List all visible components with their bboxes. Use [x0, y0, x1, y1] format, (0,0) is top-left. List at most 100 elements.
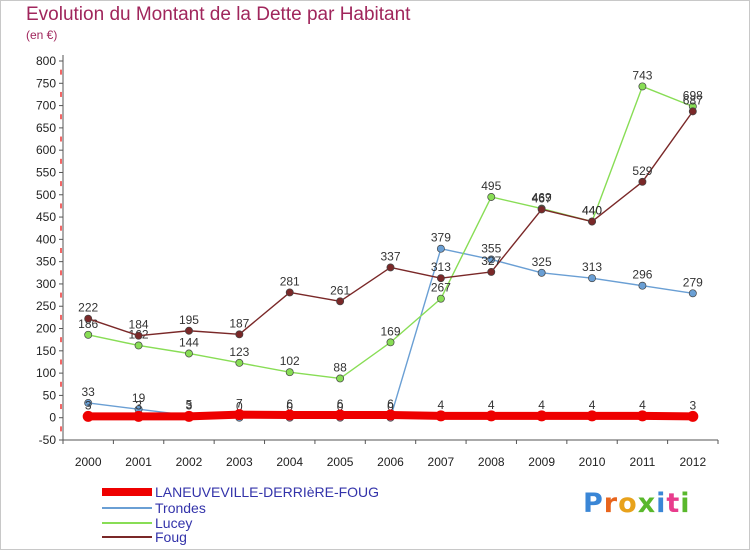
data-point [485, 410, 497, 422]
data-point [487, 255, 496, 264]
y-tick-label: 600 [36, 143, 56, 157]
y-tick-label: 700 [36, 99, 56, 113]
data-label: 743 [632, 68, 652, 82]
logo-letter: t [666, 488, 681, 519]
data-point [487, 193, 496, 201]
data-label: 144 [179, 335, 199, 349]
data-label: 6 [337, 397, 344, 411]
series-line [87, 110, 694, 337]
data-point [82, 410, 94, 422]
data-point [636, 410, 648, 422]
data-point [285, 288, 294, 297]
data-point [687, 410, 699, 422]
data-label: 5 [186, 397, 193, 411]
data-label: 3 [135, 398, 142, 412]
x-tick-label: 2004 [276, 455, 303, 469]
y-tick-label: 800 [36, 54, 56, 68]
data-point [235, 330, 244, 339]
data-point [235, 358, 244, 367]
x-tick-label: 2002 [176, 455, 203, 469]
series-laneuveville-derri-re-foug: 3 3 3 7 6 6 6 4 4 4 4 4 3 [82, 397, 699, 422]
data-label: 529 [632, 164, 652, 178]
data-point [134, 341, 143, 350]
x-tick-label: 2001 [125, 455, 152, 469]
data-label: 267 [431, 281, 451, 295]
logo-letter: i [656, 488, 667, 519]
y-tick-label: 300 [36, 277, 56, 291]
data-label: 313 [582, 260, 602, 274]
data-point [336, 297, 345, 306]
legend-label: LANEUVEVILLE-DERRIèRE-FOUG [155, 484, 379, 500]
data-label: 33 [82, 385, 96, 399]
data-label: 325 [532, 255, 552, 269]
y-tick-label: 0 [49, 411, 56, 425]
data-label: 296 [632, 268, 652, 282]
data-label: 4 [639, 398, 646, 412]
data-point [588, 274, 596, 283]
data-point [537, 268, 546, 277]
data-label: 0 [286, 400, 293, 414]
data-label: 261 [330, 283, 350, 297]
chart-unit-label: (en €) [26, 28, 58, 42]
chart-legend: LANEUVEVILLE-DERRIèRE-FOUGTrondesLuceyFo… [102, 484, 379, 545]
data-label: 4 [488, 398, 495, 412]
data-point [233, 409, 245, 421]
data-point [84, 330, 93, 339]
data-label: 0 [337, 400, 344, 414]
x-tick-label: 2008 [478, 455, 505, 469]
data-label: 4 [438, 398, 445, 412]
y-tick-label: 350 [36, 255, 56, 269]
data-label: 123 [229, 345, 249, 359]
data-point [386, 338, 395, 347]
data-label: 4 [538, 398, 545, 412]
data-point [285, 368, 294, 377]
y-tick-label: 400 [36, 232, 56, 246]
data-point [588, 217, 596, 226]
logo-letter: i [680, 488, 691, 519]
data-point [134, 331, 143, 340]
x-tick-label: 2007 [428, 455, 455, 469]
logo-letter: P [583, 488, 604, 519]
data-label: 0 [387, 400, 394, 414]
data-point [185, 326, 193, 335]
series-lucey: 18616214412310288169267495469440743698 [78, 68, 703, 383]
logo-letter: o [618, 488, 638, 519]
data-label: 281 [280, 274, 300, 288]
x-tick-label: 2003 [226, 455, 253, 469]
data-point [436, 244, 445, 253]
y-tick-label: 450 [36, 210, 56, 224]
data-label: 88 [333, 360, 347, 374]
data-point [185, 349, 193, 358]
y-tick-label: 500 [36, 188, 56, 202]
series-foug: 222 184 195 187 281 261 337 313 327 467 440 529 687 [78, 93, 703, 340]
data-label: 3 [85, 398, 92, 412]
data-point [688, 289, 697, 298]
data-point [183, 410, 195, 422]
data-point [536, 410, 548, 422]
data-point [435, 410, 447, 422]
data-label: 337 [380, 249, 400, 263]
data-point [84, 314, 93, 323]
data-label: 469 [532, 191, 552, 205]
data-label: 440 [582, 204, 602, 218]
x-tick-label: 2000 [75, 455, 102, 469]
y-tick-label: 50 [43, 388, 57, 402]
data-label: 495 [481, 179, 501, 193]
y-tick-label: 150 [36, 344, 56, 358]
data-label: 102 [280, 354, 300, 368]
data-point [537, 205, 546, 214]
data-label: 222 [78, 301, 98, 315]
chart-title: Evolution du Montant de la Dette par Hab… [26, 4, 411, 25]
data-point [385, 409, 396, 421]
x-tick-label: 2006 [377, 455, 404, 469]
data-label: 187 [229, 316, 249, 330]
data-label: 698 [683, 88, 703, 102]
data-point [386, 263, 395, 272]
legend-label: Foug [155, 529, 187, 545]
x-tick-label: 2009 [528, 455, 555, 469]
data-label: 279 [683, 275, 703, 289]
x-tick-label: 2005 [327, 455, 354, 469]
proxiti-logo: Proxiti [583, 488, 691, 519]
